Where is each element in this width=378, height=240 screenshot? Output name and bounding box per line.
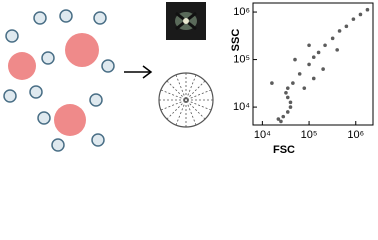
point [358,12,363,17]
particle [54,104,86,136]
point [337,29,342,33]
point [307,43,311,48]
x-tick-label: 10⁶ [347,129,364,141]
x-axis-label: FSC [273,144,295,156]
x-tick-label: 10⁵ [301,129,318,141]
point [302,86,307,90]
point [316,50,321,55]
point [321,67,325,71]
point [351,17,356,21]
point [344,24,349,29]
point [270,81,274,85]
particle [8,52,36,80]
y-tick-label: 10⁵ [233,53,250,65]
point [288,100,293,105]
point [288,105,293,109]
point [285,110,290,114]
point [285,95,290,100]
plot-frame [252,2,374,126]
radial-diagram [158,72,214,128]
point [365,7,370,12]
point [276,117,281,121]
point [285,86,290,90]
y-tick-label: 10⁶ [233,6,250,18]
micrograph [166,2,206,40]
y-axis-label: SSC [230,29,242,52]
point [281,114,286,119]
cells [3,9,115,152]
point [284,90,288,95]
point [311,55,316,60]
arrow [124,65,153,79]
point [307,62,311,67]
particle-diagram [3,9,115,152]
figure: FSC SSC 10⁴ 10⁵ 10⁶ 10⁴ 10⁵ 10⁶ [3,2,374,156]
particle [65,33,99,67]
x-tick-label: 10⁴ [254,129,271,141]
point [293,57,297,62]
point [297,72,302,76]
point [330,36,335,41]
point [335,48,339,52]
point [291,81,295,85]
point [279,119,283,124]
point [311,76,316,81]
y-tick-label: 10⁴ [233,101,250,113]
point [323,43,327,48]
